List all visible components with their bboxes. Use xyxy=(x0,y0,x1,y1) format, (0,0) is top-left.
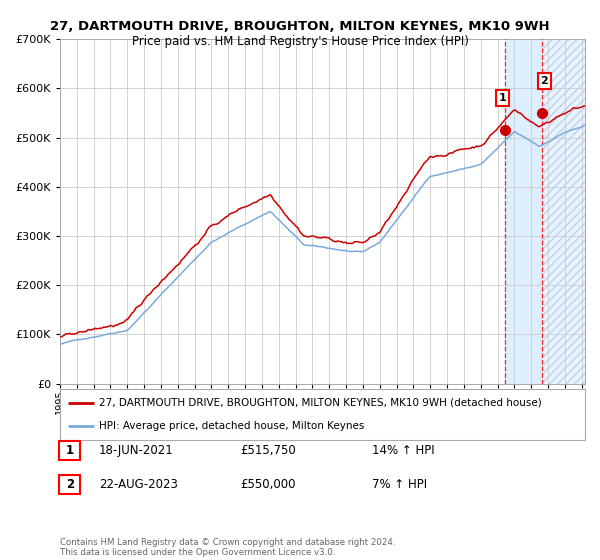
Text: 2: 2 xyxy=(66,478,74,491)
Text: £515,750: £515,750 xyxy=(240,444,296,458)
Text: 27, DARTMOUTH DRIVE, BROUGHTON, MILTON KEYNES, MK10 9WH: 27, DARTMOUTH DRIVE, BROUGHTON, MILTON K… xyxy=(50,20,550,32)
Bar xyxy=(542,39,585,384)
Text: 14% ↑ HPI: 14% ↑ HPI xyxy=(372,444,434,458)
Bar xyxy=(505,39,542,384)
Text: 27, DARTMOUTH DRIVE, BROUGHTON, MILTON KEYNES, MK10 9WH (detached house): 27, DARTMOUTH DRIVE, BROUGHTON, MILTON K… xyxy=(100,398,542,408)
Text: 1: 1 xyxy=(66,444,74,458)
Text: £550,000: £550,000 xyxy=(240,478,296,491)
Text: 1: 1 xyxy=(499,93,506,103)
Text: HPI: Average price, detached house, Milton Keynes: HPI: Average price, detached house, Milt… xyxy=(100,421,365,431)
Text: Contains HM Land Registry data © Crown copyright and database right 2024.
This d: Contains HM Land Registry data © Crown c… xyxy=(60,538,395,557)
Text: 2: 2 xyxy=(541,76,548,86)
Text: 18-JUN-2021: 18-JUN-2021 xyxy=(99,444,174,458)
Text: 22-AUG-2023: 22-AUG-2023 xyxy=(99,478,178,491)
Bar xyxy=(542,39,585,384)
Text: 7% ↑ HPI: 7% ↑ HPI xyxy=(372,478,427,491)
Text: Price paid vs. HM Land Registry's House Price Index (HPI): Price paid vs. HM Land Registry's House … xyxy=(131,35,469,48)
